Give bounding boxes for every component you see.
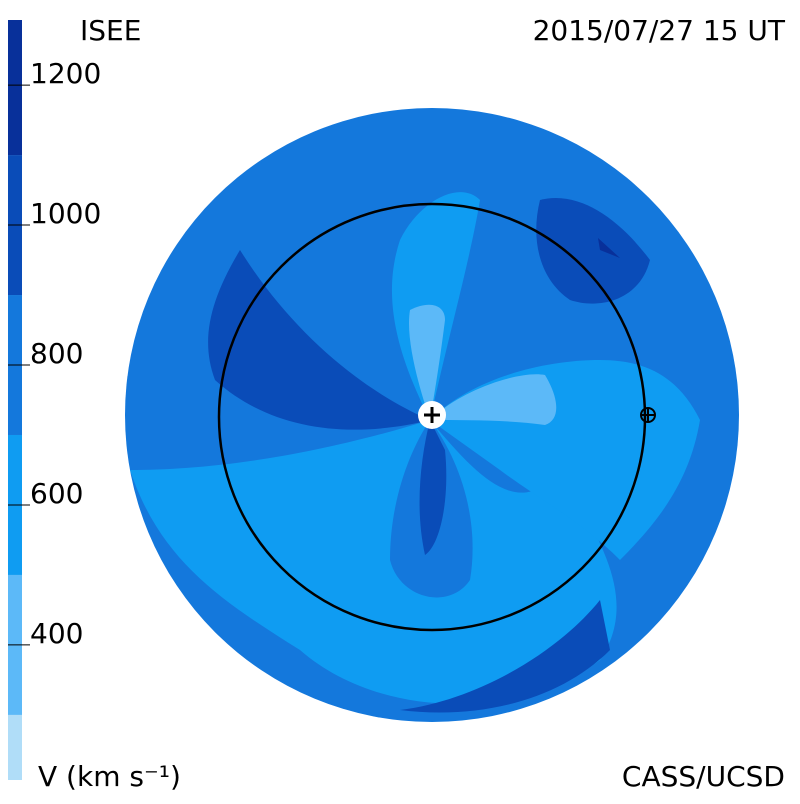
sun-cross xyxy=(424,407,440,423)
earth-cross xyxy=(641,408,655,422)
contour-region xyxy=(130,420,617,704)
contour-region xyxy=(208,250,430,430)
colorbar-tick-label: 800 xyxy=(30,337,83,370)
colorbar-tick-label: 600 xyxy=(30,477,83,510)
header-left: ISEE xyxy=(80,14,141,47)
colorbar-tick-label: 1000 xyxy=(30,197,101,230)
contour-region xyxy=(409,304,445,420)
colorbar-tick-label: 1200 xyxy=(30,57,101,90)
colorbar-band xyxy=(8,714,22,780)
colorbar: 400 600 800 1000 1200 xyxy=(8,20,101,780)
colorbar-label: V (km s⁻¹) xyxy=(38,760,181,793)
contour-region xyxy=(430,374,557,425)
contour-region xyxy=(536,198,650,304)
earth-orbit xyxy=(217,202,647,632)
contour-region xyxy=(419,420,447,555)
contour-region xyxy=(598,238,620,258)
colorbar-band xyxy=(8,20,22,156)
contour-region xyxy=(400,600,610,713)
header-right: 2015/07/27 15 UT xyxy=(533,14,786,47)
colorbar-tick-label: 400 xyxy=(30,617,83,650)
footer-right: CASS/UCSD xyxy=(622,760,785,793)
